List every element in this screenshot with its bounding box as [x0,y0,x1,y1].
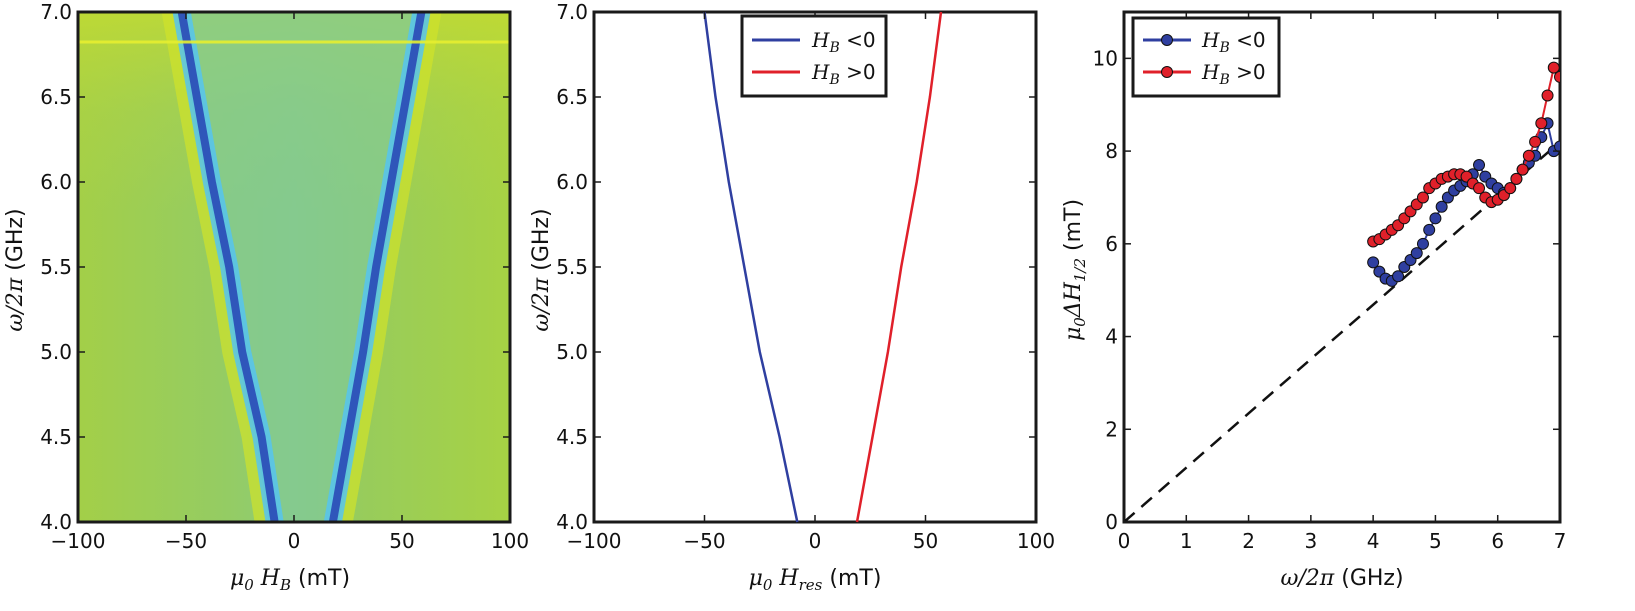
y-tick-label: 8 [1105,139,1118,163]
legend-marker-hb-pos-c [1161,66,1173,78]
data-point-hb-pos [1504,182,1517,195]
linewidth-panel: 0 1 2 3 4 5 6 7 0 2 4 6 8 10 HB <0 HB >0 ω/2π (GHz) μ… [1061,10,1567,591]
linewidth-axes: 0 1 2 3 4 5 6 7 0 2 4 6 8 10 [1093,12,1567,553]
series-line-hb-neg [703,11,799,523]
y-tick-label: 6.0 [556,170,588,194]
y-tick-label: 6.5 [40,85,72,109]
data-point-hb-pos [1554,70,1560,83]
data-point-hb-neg [1429,212,1442,225]
data-point-hb-neg [1554,140,1560,153]
x-tick-label: 7 [1554,529,1567,553]
y-tick-label: 4.0 [556,510,588,534]
y-tick-label: 5.5 [40,255,72,279]
dispersion-lines [703,11,943,523]
x-tick-label: −50 [683,529,725,553]
legend-label-hb-neg: HB <0 [811,28,876,56]
data-point-hb-neg [1367,256,1380,269]
x-tick-label: 50 [913,529,938,553]
data-point-hb-neg [1392,270,1405,283]
y-tick-label: 2 [1105,417,1118,441]
x-tick-label: 50 [389,529,414,553]
data-point-hb-pos [1541,89,1554,102]
dispersion-ylabel: ω/2π (GHz) [529,208,554,331]
y-tick-label: 6.5 [556,85,588,109]
heatmap-inner-wedge [181,12,422,522]
x-tick-label: 0 [288,529,301,553]
data-point-hb-pos [1516,163,1529,176]
x-tick-label: 100 [1017,529,1055,553]
heatmap-axes: −100 −50 0 50 100 4.0 4.5 5.0 5.5 6.0 6.5 7.0 [40,0,529,553]
data-point-hb-neg [1423,223,1436,236]
series-line-hb-pos [855,11,943,523]
resonance-branch-right [328,12,426,522]
legend-label-hb-neg-c: HB <0 [1201,28,1266,56]
data-point-hb-pos [1473,182,1486,195]
y-tick-label: 7.0 [40,0,72,24]
heatmap-ylabel: ω/2π (GHz) [3,208,28,331]
heatmap-panel: −100 −50 0 50 100 4.0 4.5 5.0 5.5 6.0 6.5 7.0 μ0 HB… [3,0,529,594]
legend-label-hb-pos: HB >0 [811,60,876,88]
dispersion-legend: HB <0 HB >0 [740,14,888,98]
x-tick-label: 0 [809,529,822,553]
legend-label-hb-pos-c: HB >0 [1201,60,1266,88]
x-tick-label: 1 [1180,529,1193,553]
data-point-hb-neg [1410,247,1423,260]
y-tick-label: 4 [1105,325,1118,349]
x-tick-label: −100 [567,529,622,553]
dispersion-xlabel: μ0 Hres (mT) [749,566,882,594]
data-point-hb-neg [1416,237,1429,250]
y-tick-label: 4.0 [40,510,72,534]
linewidth-series [1367,61,1560,287]
y-tick-label: 7.0 [556,0,588,24]
y-tick-label: 4.5 [556,425,588,449]
data-point-hb-pos [1547,61,1560,74]
y-tick-label: 10 [1093,46,1118,70]
reference-dashed-line [1124,140,1560,522]
heatmap-edge-right [338,12,442,522]
heatmap-xlabel: μ0 HB (mT) [230,566,350,594]
y-tick-label: 5.0 [556,340,588,364]
heatmap-edge-left [161,12,269,522]
legend-marker-hb-neg-c [1161,34,1173,46]
x-tick-label: 100 [491,529,529,553]
y-tick-label: 5.5 [556,255,588,279]
y-tick-label: 6 [1105,232,1118,256]
linewidth-xlabel: ω/2π (GHz) [1280,566,1403,591]
data-point-hb-pos [1510,172,1523,185]
x-tick-label: 2 [1242,529,1255,553]
dispersion-panel: −100 −50 0 50 100 4.0 4.5 5.0 5.5 6.0 6.5 7.0 HB <0… [529,0,1055,594]
y-tick-label: 6.0 [40,170,72,194]
y-tick-label: 0 [1105,510,1118,534]
x-tick-label: −50 [165,529,207,553]
data-point-hb-pos [1535,117,1548,130]
data-point-hb-pos [1522,149,1535,162]
x-tick-label: −100 [51,529,106,553]
data-point-hb-pos [1529,135,1542,148]
x-tick-label: 4 [1367,529,1380,553]
x-tick-label: 6 [1491,529,1504,553]
dispersion-axes: −100 −50 0 50 100 4.0 4.5 5.0 5.5 6.0 6.5 7.0 [556,0,1055,553]
heatmap-image [78,12,510,522]
x-tick-label: 0 [1118,529,1131,553]
data-point-hb-pos [1416,191,1429,204]
y-tick-label: 4.5 [40,425,72,449]
x-tick-label: 3 [1304,529,1317,553]
linewidth-ylabel: μ0ΔH1/2 (mT) [1061,199,1089,341]
data-point-hb-neg [1435,200,1448,213]
x-tick-label: 5 [1429,529,1442,553]
data-point-hb-neg [1473,159,1486,171]
linewidth-legend: HB <0 HB >0 [1131,16,1281,98]
y-tick-label: 5.0 [40,340,72,364]
resonance-branch-left [177,12,279,522]
